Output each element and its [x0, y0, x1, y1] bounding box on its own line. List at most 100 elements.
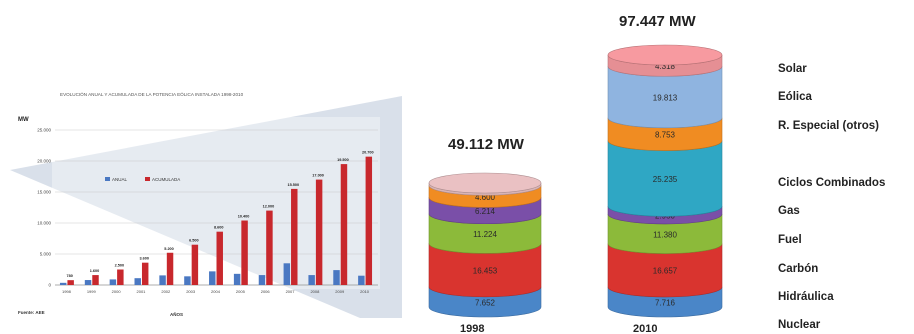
segment-label: 16.453	[473, 267, 498, 276]
bar-anual	[209, 271, 216, 285]
legend-swatch-anual	[105, 177, 110, 181]
total-1998: 49.112 MW	[448, 136, 525, 153]
bar-anual	[283, 263, 291, 285]
chart-title: EVOLUCIÓN ANUAL Y ACUMULADA DE LA POTENC…	[60, 91, 244, 97]
legend-label-acumulada: ACUMULADA	[152, 177, 180, 182]
bar-anual	[333, 270, 340, 285]
year-2010: 2010	[633, 323, 657, 334]
data-label: 8.600	[214, 226, 224, 230]
total-2010: 97.447 MW	[619, 13, 697, 30]
bar-anual	[358, 275, 365, 285]
x-tick-label: 2006	[261, 289, 271, 294]
segment-label: 19.813	[653, 94, 678, 103]
bar-anual	[109, 279, 117, 285]
bar-acumulada	[166, 252, 174, 285]
legend-label-anual: ANUAL	[112, 177, 128, 182]
x-tick-label: 2004	[211, 289, 221, 294]
bar-acumulada	[216, 231, 223, 285]
bar-acumulada	[365, 156, 373, 285]
year-1998: 1998	[460, 323, 484, 334]
legend-entry: Ciclos Combinados	[778, 177, 885, 189]
data-label: 6.500	[189, 239, 199, 243]
x-tick-label: 2005	[236, 289, 246, 294]
data-label: 20.700	[362, 151, 374, 155]
segment-label: 11.380	[653, 230, 677, 239]
legend-swatch-acumulada	[145, 177, 150, 181]
bar-acumulada	[266, 210, 273, 285]
y-tick-label: 0	[48, 283, 51, 288]
legend-entry: Solar	[778, 63, 807, 75]
data-label: 3.600	[139, 257, 149, 261]
legend-entry: Gas	[778, 205, 800, 217]
segment-label: 6.214	[475, 207, 496, 216]
x-axis: 1998 1999 2000 2001 2002 2003 2004 2005 2006 2007…	[62, 289, 370, 294]
bar-anual	[308, 275, 315, 285]
legend-entry: Hidráulica	[778, 291, 834, 303]
x-tick-label: 1998	[62, 289, 72, 294]
data-label: 12.000	[263, 205, 275, 209]
bar-acumulada	[315, 179, 323, 285]
data-label: 10.400	[238, 215, 250, 219]
segment-label: 7.652	[475, 298, 496, 307]
legend-entry: Carbón	[778, 263, 818, 275]
x-tick-label: 2008	[310, 289, 320, 294]
y-axis-label: MW	[18, 117, 29, 123]
source-note: Fuente: AEE	[18, 310, 45, 315]
legend-entry: Fuel	[778, 234, 802, 246]
cylinder-top	[428, 172, 542, 194]
segment-label: 16.657	[653, 267, 678, 276]
data-label: 17.000	[312, 174, 324, 178]
x-tick-label: 2002	[161, 289, 171, 294]
segment-label: 4.318	[655, 62, 676, 71]
x-tick-label: 1999	[87, 289, 97, 294]
legend: ANUAL ACUMULADA	[105, 177, 180, 182]
cylinder-legend: Solar Eólica R. Especial (otros) Ciclos Com…	[778, 63, 885, 331]
data-label: 15.500	[287, 183, 299, 187]
bar-acumulada	[117, 269, 124, 285]
x-tick-label: 2010	[360, 289, 370, 294]
data-label: 19.500	[337, 158, 349, 162]
bar-acumulada	[291, 188, 298, 285]
bar-acumulada	[241, 220, 248, 285]
x-tick-label: 2009	[335, 289, 345, 294]
bar-anual	[84, 280, 92, 285]
plot-panel	[52, 117, 380, 289]
bar-acumulada	[92, 275, 99, 285]
x-axis-label: AÑOS	[170, 311, 183, 317]
x-tick-label: 2003	[186, 289, 196, 294]
segment-label: 11.224	[473, 230, 497, 239]
segment-label: 25.235	[653, 175, 678, 184]
y-tick-label: 10.000	[37, 221, 51, 226]
data-label: 5.200	[164, 247, 174, 251]
data-label: 2.500	[115, 264, 125, 268]
y-axis: 0 5.000 10.000 15.000 20.000 25.000	[37, 128, 51, 288]
bar-series: 780 1.600 2.500 3.600 5.200 6.500 8.600 10.400 1…	[59, 151, 374, 285]
bar-anual	[159, 275, 166, 285]
bar-anual	[184, 276, 191, 285]
segment-label: 8.753	[655, 131, 676, 140]
bar-acumulada	[191, 244, 199, 285]
data-label: 1.600	[90, 269, 100, 273]
cylinder-chart: 7.65216.45311.2246.2144.6008347.71616.65…	[428, 44, 723, 318]
bar-acumulada	[340, 164, 348, 285]
bar-anual	[59, 282, 67, 285]
segment-label: 7.716	[655, 298, 676, 307]
backdrop-shadow	[10, 96, 402, 318]
x-tick-label: 2000	[112, 289, 122, 294]
bar-acumulada	[67, 280, 74, 285]
bar-anual	[258, 275, 266, 285]
bar-acumulada	[141, 262, 149, 285]
gridlines	[55, 129, 378, 286]
y-tick-label: 20.000	[37, 159, 51, 164]
legend-entry: Eólica	[778, 91, 812, 103]
y-tick-label: 5.000	[40, 252, 52, 257]
x-tick-label: 2001	[137, 289, 147, 294]
legend-entry: R. Especial (otros)	[778, 120, 879, 132]
bar-anual	[233, 273, 241, 285]
cylinder-top	[607, 44, 723, 66]
y-tick-label: 15.000	[37, 190, 51, 195]
bar-anual	[134, 278, 141, 285]
y-tick-label: 25.000	[37, 128, 51, 133]
x-tick-label: 2007	[286, 289, 296, 294]
